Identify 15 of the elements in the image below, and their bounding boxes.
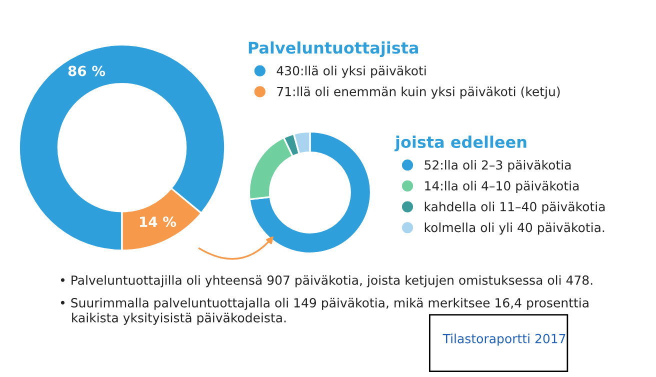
text: Tilastoraportti 2017 [442,334,566,346]
data-label: 86 % [68,66,106,76]
data-label: 14 % [140,216,176,228]
legend-label: 52:lla oli 2–3 päiväkotia [424,160,571,172]
donut-slice [18,44,226,252]
legend-title: joista edelleen [394,136,526,152]
text: • Suurimmalla palveluntuottajalla oli 149 päiväkotia, mikä merkitsee 16,4 prosenttia kaikista yksityisistä päiväkodeista. [60,298,588,325]
legend-label: kahdella oli 11–40 päiväkotia [424,202,605,214]
legend-label: 14:lla oli 4–10 päiväkotia [425,180,579,193]
legend-label: kolmella oli yli 40 päiväkotia. [424,222,604,235]
text: • Palveluntuottajilla oli yhteensä 907 päiväkotia, joista ketjujen omistuksessa oli 478. [60,275,592,288]
legend-label: 71:llä oli enemmän kuin yksi päiväkoti (ketju) [277,86,560,99]
legend-title: Palveluntuottajista [248,41,418,57]
legend-label: 430:llä oli yksi päiväkoti [276,66,426,78]
donut-slice [248,130,372,254]
